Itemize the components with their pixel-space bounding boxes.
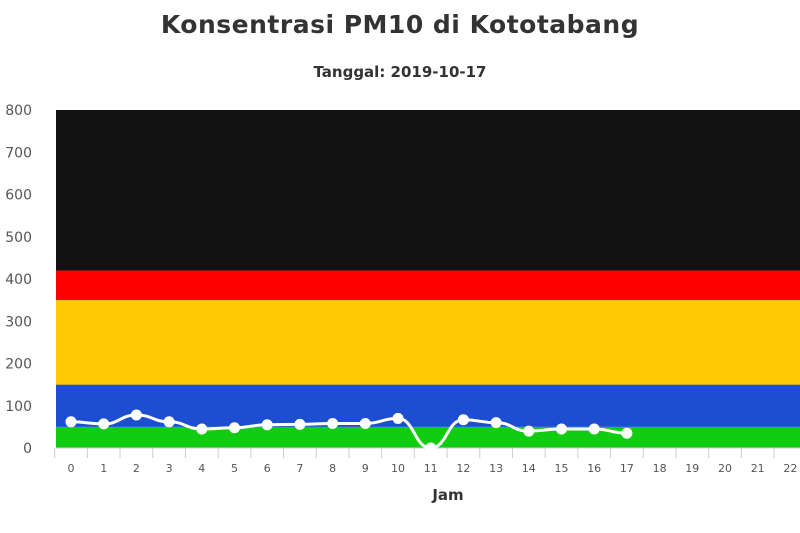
x-tick-label: 12 bbox=[456, 462, 470, 475]
y-tick-label: 300 bbox=[5, 314, 32, 330]
y-tick-label: 200 bbox=[5, 357, 32, 373]
x-tick-label: 17 bbox=[620, 462, 634, 475]
data-point[interactable] bbox=[490, 417, 502, 429]
data-point[interactable] bbox=[327, 417, 339, 429]
data-point[interactable] bbox=[294, 418, 306, 430]
x-tick-label: 11 bbox=[424, 462, 438, 475]
x-tick-label: 18 bbox=[653, 462, 667, 475]
x-tick-label: 21 bbox=[751, 462, 765, 475]
data-point[interactable] bbox=[65, 416, 77, 428]
x-tick-label: 9 bbox=[362, 462, 369, 475]
x-tick-label: 0 bbox=[68, 462, 75, 475]
x-tick-label: 20 bbox=[718, 462, 732, 475]
data-point[interactable] bbox=[588, 423, 600, 435]
x-tick-label: 14 bbox=[522, 462, 536, 475]
chart-title: Konsentrasi PM10 di Kototabang bbox=[160, 10, 640, 39]
y-tick-label: 500 bbox=[5, 230, 32, 246]
x-tick-label: 6 bbox=[264, 462, 271, 475]
band-2 bbox=[56, 300, 800, 385]
x-tick-label: 10 bbox=[391, 462, 405, 475]
data-point[interactable] bbox=[163, 416, 175, 428]
band-4 bbox=[56, 110, 800, 271]
data-point[interactable] bbox=[523, 425, 535, 437]
y-tick-label: 600 bbox=[5, 188, 32, 204]
x-tick-label: 19 bbox=[685, 462, 699, 475]
data-point[interactable] bbox=[425, 442, 437, 454]
x-tick-label: 5 bbox=[231, 462, 238, 475]
data-point[interactable] bbox=[556, 423, 567, 435]
data-point[interactable] bbox=[359, 417, 371, 429]
data-point[interactable] bbox=[621, 427, 633, 439]
x-tick-label: 15 bbox=[555, 462, 569, 475]
y-tick-label: 700 bbox=[5, 145, 32, 161]
x-tick-label: 13 bbox=[489, 462, 503, 475]
y-tick-label: 400 bbox=[5, 272, 32, 288]
data-point[interactable] bbox=[229, 422, 240, 434]
x-tick-label: 4 bbox=[198, 462, 205, 475]
data-point[interactable] bbox=[261, 419, 273, 431]
x-tick-label: 16 bbox=[587, 462, 601, 475]
data-point[interactable] bbox=[196, 423, 208, 435]
x-axis-title: Jam bbox=[431, 486, 463, 504]
data-point[interactable] bbox=[392, 412, 404, 424]
x-tick-label: 1 bbox=[100, 462, 107, 475]
x-tick-label: 22 bbox=[783, 462, 797, 475]
y-tick-label: 100 bbox=[5, 399, 32, 415]
x-tick-label: 3 bbox=[166, 462, 173, 475]
data-point[interactable] bbox=[98, 418, 110, 430]
data-point[interactable] bbox=[130, 409, 142, 421]
band-1 bbox=[56, 384, 800, 427]
x-tick-label: 2 bbox=[133, 462, 140, 475]
y-tick-label: 800 bbox=[5, 103, 32, 119]
x-tick-label: 7 bbox=[296, 462, 303, 475]
data-point[interactable] bbox=[457, 414, 469, 426]
y-tick-label: 0 bbox=[23, 441, 32, 457]
chart-subtitle: Tanggal: 2019-10-17 bbox=[313, 63, 487, 81]
band-3 bbox=[56, 270, 800, 301]
x-tick-label: 8 bbox=[329, 462, 336, 475]
